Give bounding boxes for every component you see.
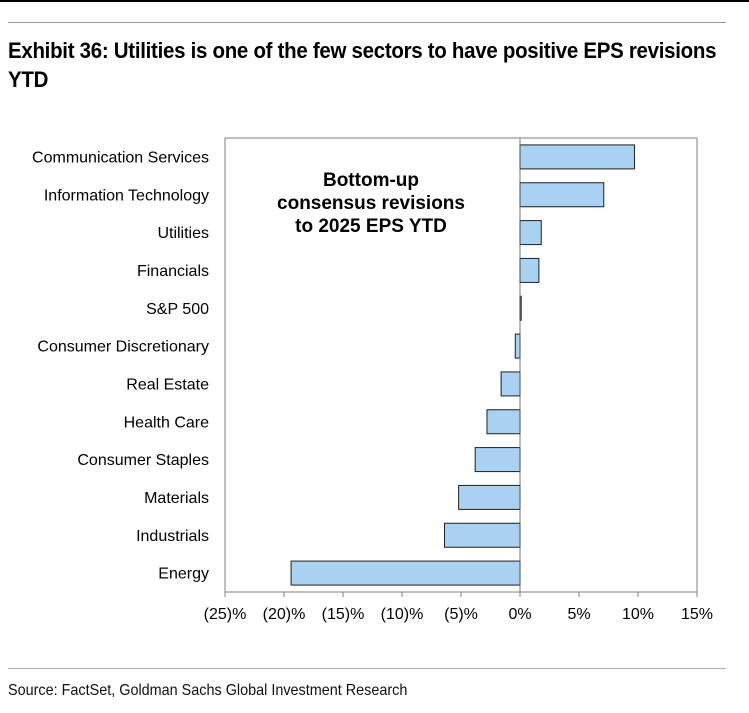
x-tick-label: (25)% [204,606,247,623]
category-label: Consumer Discretionary [37,339,209,356]
bar-chart: Communication Services Information Techno… [32,137,713,623]
bars-layer [290,138,635,592]
bar-information-technology [519,182,605,208]
category-label: Energy [158,566,209,583]
category-label: Consumer Staples [77,452,209,469]
header-divider [8,22,726,23]
x-tick-label: 5% [567,606,590,623]
category-label: Utilities [157,225,209,242]
annotation-line-1: Bottom-up [323,170,419,191]
category-label: Health Care [124,414,209,431]
category-label: S&P 500 [146,301,209,318]
exhibit-title: Exhibit 36: Utilities is one of the few … [8,38,717,92]
category-label: Information Technology [44,187,209,204]
bar-consumer-staples [474,447,521,473]
x-tick-label: (20)% [263,606,306,623]
plot-frame [224,137,698,593]
footer-divider [8,668,726,669]
annotation-line-3: to 2025 EPS YTD [295,216,447,237]
bar-communication-services [519,144,635,170]
x-tick-label: 10% [622,606,654,623]
bar-materials [458,484,521,510]
bar-utilities [519,220,542,246]
x-tick-label: 0% [508,606,531,623]
category-label: Materials [144,490,209,507]
x-tick-label: 15% [681,606,713,623]
x-tick-label: (10)% [381,606,424,623]
category-label: Industrials [136,528,209,545]
bar-consumer-discretionary [514,333,521,359]
category-labels: Communication Services Information Techno… [32,149,209,582]
x-axis-ticks: (25)% (20)% (15)% (10)% (5)% 0% 5% 10% 15% [204,592,713,623]
bar-financials [519,257,540,283]
category-label: Communication Services [32,149,209,166]
source-note: Source: FactSet, Goldman Sachs Global In… [8,682,408,699]
x-tick-label: (5)% [444,606,478,623]
annotation-line-2: consensus revisions [277,193,465,214]
top-border [0,0,749,2]
bar-real-estate [500,371,521,397]
bar-industrials [443,522,521,548]
bar-health-care [486,409,521,435]
x-tick-label: (15)% [322,606,365,623]
bar-energy [290,560,521,586]
category-label: Real Estate [126,376,209,393]
category-label: Financials [137,263,209,280]
